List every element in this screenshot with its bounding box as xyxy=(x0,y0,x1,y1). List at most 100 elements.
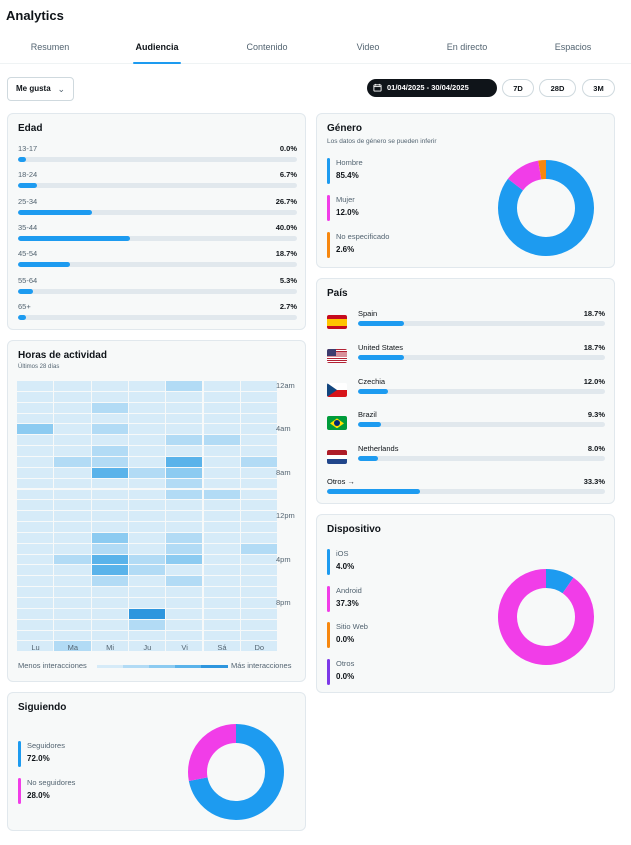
heatmap-cell xyxy=(128,565,166,576)
heatmap-cell xyxy=(128,619,166,630)
heatmap-cell xyxy=(166,532,203,543)
heatmap-cell xyxy=(54,500,91,511)
heatmap-cell xyxy=(91,381,128,391)
heatmap-cell xyxy=(54,565,91,576)
heatmap-cell xyxy=(17,630,54,641)
heatmap-cell xyxy=(91,489,128,500)
heatmap-cell xyxy=(54,413,91,424)
country-bar-fill xyxy=(327,489,420,494)
flag-us-icon xyxy=(327,348,347,363)
tab-contenido[interactable]: Contenido xyxy=(246,42,288,52)
country-bar-track xyxy=(358,456,605,462)
heatmap-cell xyxy=(203,522,240,532)
heatmap-cell xyxy=(128,424,166,435)
legend-swatch xyxy=(327,586,330,612)
period-7d-button[interactable]: 7D xyxy=(502,79,534,97)
heatmap-cell xyxy=(91,630,128,641)
heatmap-cell xyxy=(240,402,278,413)
legend-label: Hombre xyxy=(336,158,363,167)
legend-value: 12.0% xyxy=(336,208,359,217)
heatmap-cell xyxy=(240,446,278,456)
heatmap-cell xyxy=(17,543,54,554)
heatmap-cell xyxy=(17,522,54,532)
heatmap-cell xyxy=(17,500,54,511)
legend-value: 37.3% xyxy=(336,599,359,608)
donut-segment xyxy=(545,569,574,594)
metric-dropdown-label: Me gusta xyxy=(16,84,51,93)
heatmap-cell xyxy=(166,391,203,402)
age-value: 0.0% xyxy=(279,144,297,153)
heatmap-cell xyxy=(91,478,128,489)
heatmap-cell xyxy=(166,467,203,478)
heatmap-cell xyxy=(91,402,128,413)
chevron-down-icon: ⌄ xyxy=(57,84,65,94)
heatmap-cell xyxy=(54,587,91,597)
age-bar-track xyxy=(18,183,297,189)
country-name: Netherlands xyxy=(358,444,399,454)
age-label: 18-24 xyxy=(18,170,38,180)
heatmap-cell xyxy=(240,554,278,565)
donut-segment xyxy=(507,160,542,191)
heatmap-cell xyxy=(17,511,54,522)
heatmap-cell xyxy=(17,467,54,478)
heatmap-cell xyxy=(91,391,128,402)
heatmap-cell xyxy=(128,641,166,652)
age-label: 45-54 xyxy=(18,249,38,259)
country-bar-track xyxy=(358,422,605,428)
others-link[interactable]: Otros → xyxy=(327,477,355,486)
age-value: 26.7% xyxy=(275,196,297,206)
tab-en-directo[interactable]: En directo xyxy=(446,42,488,52)
legend-scale-swatch xyxy=(123,665,150,668)
heatmap-cell xyxy=(128,402,166,413)
legend-swatch xyxy=(18,741,21,767)
tab-espacios[interactable]: Espacios xyxy=(554,42,592,52)
country-value: 12.0% xyxy=(583,376,605,386)
heatmap-cell xyxy=(128,532,166,543)
heatmap-cell xyxy=(54,435,91,446)
tab-resumen[interactable]: Resumen xyxy=(30,42,70,52)
country-bar-track xyxy=(358,354,605,360)
heatmap-cell xyxy=(128,522,166,532)
age-label: 13-17 xyxy=(18,144,38,153)
period-3m-button[interactable]: 3M xyxy=(582,79,615,97)
following-title: Siguiendo xyxy=(18,702,67,713)
legend-label: Mujer xyxy=(336,195,355,204)
country-bar-track xyxy=(358,388,605,394)
day-label: Vi xyxy=(181,643,188,652)
age-value: 6.7% xyxy=(279,170,297,180)
heatmap-cell xyxy=(240,435,278,446)
flag-cz-icon xyxy=(327,382,347,397)
heatmap-cell xyxy=(91,576,128,587)
legend-swatch xyxy=(327,622,330,648)
age-bar-fill xyxy=(18,288,33,294)
heatmap-cell xyxy=(54,576,91,587)
heatmap-cell xyxy=(91,619,128,630)
period-28d-button[interactable]: 28D xyxy=(539,79,576,97)
day-label: Ma xyxy=(67,643,78,652)
age-bar-track xyxy=(18,209,297,215)
heatmap-cell xyxy=(128,587,166,597)
calendar-icon xyxy=(373,83,382,92)
heatmap-cell xyxy=(240,619,278,630)
device-donut-chart xyxy=(498,569,594,665)
tab-audiencia[interactable]: Audiencia xyxy=(133,42,181,64)
date-range-button[interactable]: 01/04/2025 - 30/04/2025 xyxy=(367,79,497,97)
heatmap-cell xyxy=(128,413,166,424)
metric-dropdown[interactable]: Me gusta ⌄ xyxy=(7,77,74,101)
country-value: 18.7% xyxy=(583,309,605,318)
heatmap-cell xyxy=(91,543,128,554)
legend-label: iOS xyxy=(336,549,349,558)
heatmap-cell xyxy=(17,576,54,587)
heatmap-cell xyxy=(203,381,240,391)
tab-video[interactable]: Video xyxy=(356,42,380,52)
device-title: Dispositivo xyxy=(327,524,381,535)
legend-value: 72.0% xyxy=(27,754,50,763)
day-label: Mi xyxy=(106,643,115,652)
age-bar-track xyxy=(18,235,297,241)
donut-segment xyxy=(498,569,594,665)
heatmap-cell xyxy=(240,413,278,424)
heatmap-cell xyxy=(166,543,203,554)
device-card: Dispositivo iOS 4.0% Android 37.3% Sitio… xyxy=(316,514,615,693)
heatmap-cell xyxy=(17,413,54,424)
heatmap-cell xyxy=(203,576,240,587)
